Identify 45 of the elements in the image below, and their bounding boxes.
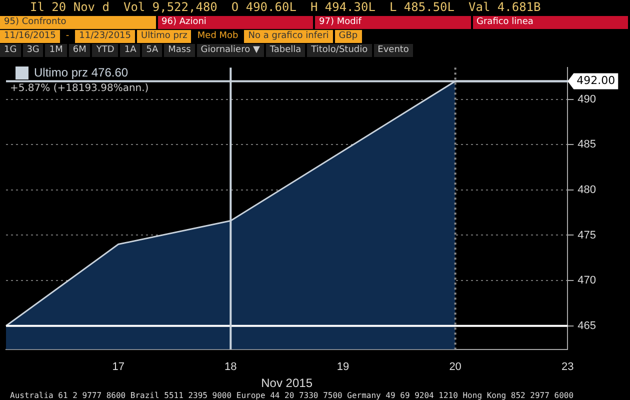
text: 1M [45,44,67,57]
text: 5A [142,44,162,57]
y-tick-label: 475 [578,229,596,242]
text: 1G [0,44,21,57]
y-tick-label: 480 [578,184,596,196]
text: Mass [164,44,195,57]
x-tick-label: 20 [449,361,462,374]
y-tick-label: 465 [578,320,596,332]
text: Ultimo prz [137,30,192,43]
text: Giornaliero ▼ [196,44,264,57]
text: 1A [120,44,140,57]
legend-label: Ultimo prz 476.60 [34,65,128,80]
text: Tabella [266,44,306,57]
text: 11/23/2015 [75,30,135,43]
text: 97) Modif [315,16,470,29]
text: O 490.60L [231,0,296,14]
text: Il 20 Nov d [30,0,110,14]
text: 95) Confronto [0,16,156,29]
text: Evento [374,44,413,57]
y-tick-label: 490 [578,93,596,106]
text: L 485.50L [389,0,454,14]
x-axis-title: Nov 2015 [261,376,313,390]
text: 96) Azioni [158,16,313,29]
text: 3G [22,44,44,57]
text: 6M [68,44,90,57]
x-tick-label: 17 [112,361,124,374]
text: 11/16/2015 [0,30,60,43]
text: Grafico linea [472,16,628,29]
ref-line-label: 492.00 [576,74,616,88]
x-tick-label: 18 [224,361,237,374]
x-tick-label: 19 [336,361,350,374]
annotation: +5.87% (+18193.98%ann.) [10,82,149,94]
text: No a grafico inferi [244,30,333,43]
y-tick-label: 470 [578,274,596,287]
x-tick-label: 23 [562,361,574,374]
text: Vol 9,522,480 [123,0,218,14]
y-tick-label: 485 [578,138,596,151]
text: - [64,30,70,43]
text: Australia 61 2 9777 8600 Brazil 5511 2395 9000 Europe 44 20 7330 7500 Germany 49 69 9204 1210 Hong Kong 852 2977 6000 [9,391,575,400]
text: GBp [334,30,362,43]
text: H 494.30L [310,0,376,14]
text: Titolo/Studio [307,44,372,57]
text: Med Mob [196,30,240,43]
text: YTD [92,44,118,57]
text: Val 4.681B [468,0,541,14]
